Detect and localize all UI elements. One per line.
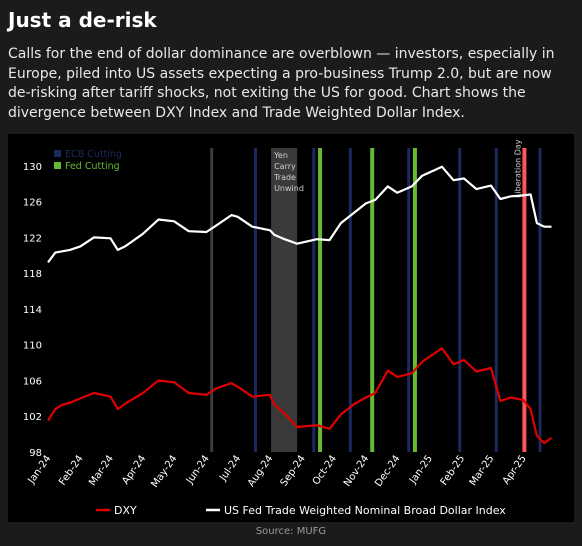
x-tick-label: Dec-24 (373, 453, 402, 489)
y-tick-label: 126 (23, 198, 42, 209)
y-tick-label: 114 (23, 305, 42, 316)
y-tick-label: 122 (23, 233, 42, 244)
x-tick-label: Jan-25 (407, 453, 435, 486)
x-tick-label: Apr-24 (120, 453, 148, 486)
bottom-legend-label: DXY (114, 504, 137, 517)
liberation-day-label: Liberation Day (513, 139, 522, 198)
y-tick-label: 102 (23, 412, 42, 423)
y-tick-label: 110 (23, 341, 42, 352)
x-tick-label: Jun-24 (184, 453, 212, 486)
x-tick-label: Feb-24 (57, 453, 86, 487)
x-tick-label: Feb-25 (439, 453, 468, 487)
dxy-series-line (47, 347, 553, 445)
x-tick-label: Nov-24 (342, 453, 371, 488)
chart-panel: Yen Carry Trade Unwind Liberation Day 98 102 1… (8, 134, 574, 522)
x-tick-label: Mar-24 (87, 453, 116, 488)
legend-swatch (54, 162, 61, 169)
twd-series-line (47, 165, 552, 264)
x-tick-label: Jul-24 (217, 453, 243, 483)
yen-unwind-label: Carry (274, 162, 296, 171)
legend-label: Fed Cutting (65, 161, 120, 172)
page-subtitle: Calls for the end of dollar dominance ar… (8, 46, 555, 121)
source-note: Source: MUFG (255, 526, 327, 537)
yen-unwind-label: Trade (273, 173, 296, 182)
x-tick-label: Oct-24 (311, 453, 339, 487)
legend-swatch (54, 150, 61, 157)
x-tick-label: Apr-25 (501, 453, 529, 486)
bottom-legend-label: US Fed Trade Weighted Nominal Broad Doll… (224, 504, 506, 517)
yen-unwind-label: Yen (273, 151, 288, 160)
y-tick-label: 130 (23, 162, 42, 173)
x-tick-label: Sep-24 (279, 453, 308, 488)
y-tick-label: 106 (23, 376, 42, 387)
yen-unwind-label: Unwind (274, 184, 304, 193)
page-title: Just a de-risk (8, 8, 157, 32)
x-tick-label: Aug-24 (246, 453, 276, 489)
x-tick-label: Mar-25 (468, 453, 497, 488)
y-tick-label: 118 (23, 269, 42, 280)
chart-svg: Yen Carry Trade Unwind Liberation Day 98 102 1… (23, 139, 553, 517)
y-tick-label: 98 (29, 448, 42, 459)
yen-unwind-region (271, 148, 298, 452)
x-tick-label: May-24 (149, 453, 179, 489)
legend-label: ECB Cutting (65, 149, 122, 160)
